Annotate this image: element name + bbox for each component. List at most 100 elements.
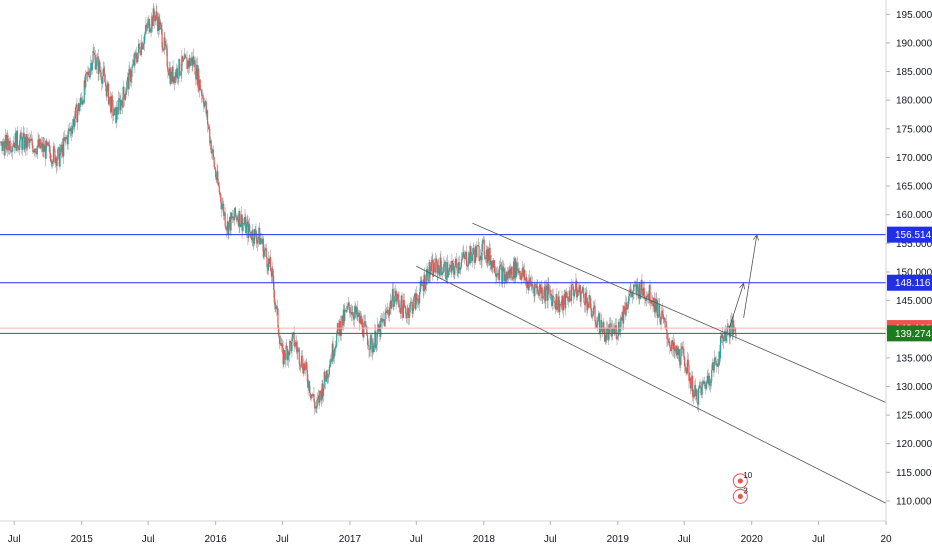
candle — [561, 290, 563, 312]
candle-body — [8, 140, 11, 150]
candle — [157, 12, 159, 39]
candle-body — [219, 192, 221, 194]
price-axis[interactable]: 110.000115.000120.000125.000130.000135.0… — [886, 10, 932, 508]
candle — [240, 206, 242, 227]
candle — [314, 402, 317, 413]
candle — [284, 349, 286, 364]
candle-body — [28, 139, 30, 143]
candle-body — [361, 319, 363, 334]
candle-body — [206, 110, 208, 114]
candle — [624, 307, 626, 317]
candle — [264, 244, 267, 258]
candle — [11, 142, 13, 157]
candle-body — [167, 67, 169, 73]
price-level-badge[interactable]: 148.116 — [887, 274, 932, 291]
candle — [236, 212, 238, 225]
candle-body — [409, 303, 411, 313]
candle-body — [562, 295, 564, 311]
candle-body — [453, 270, 455, 275]
candle — [472, 242, 474, 263]
candle-body — [201, 95, 204, 97]
candle-body — [623, 306, 625, 313]
candle — [58, 143, 60, 168]
candle — [588, 295, 590, 309]
candle — [523, 264, 525, 278]
candle-body — [115, 107, 118, 123]
candle-body — [341, 315, 344, 326]
candle — [366, 324, 368, 336]
candle-body — [691, 375, 693, 384]
candle — [350, 304, 352, 317]
event-marker[interactable]: 10 — [732, 471, 753, 489]
candle-body — [138, 43, 140, 47]
candle-body — [289, 340, 292, 343]
candle-body — [631, 292, 634, 297]
event-marker[interactable]: 3 — [732, 486, 748, 504]
candle — [209, 123, 211, 147]
candle — [485, 257, 487, 263]
candle — [512, 277, 514, 281]
candle-body — [312, 394, 314, 397]
candle-body — [66, 137, 68, 139]
trend-line[interactable] — [472, 222, 887, 403]
candle — [665, 314, 667, 332]
candle — [655, 293, 657, 314]
candle-body — [393, 304, 395, 307]
candle-body — [679, 362, 681, 365]
candle — [341, 315, 343, 337]
candle-body — [63, 137, 66, 141]
candle — [631, 292, 633, 299]
candle-body — [394, 290, 397, 296]
candle-body — [333, 356, 335, 359]
candle-body — [454, 258, 457, 267]
candle — [13, 135, 15, 147]
candle-body — [397, 294, 399, 299]
candle-body — [594, 305, 596, 322]
candle-body — [408, 308, 410, 318]
candle — [238, 208, 240, 234]
price-level-badge[interactable]: 156.514 — [887, 226, 932, 243]
price-level-badge[interactable]: 139.274 — [887, 325, 932, 342]
time-tick-label: Jul — [410, 534, 423, 545]
candle-body — [670, 347, 672, 352]
time-axis[interactable]: 2014Jul2015Jul2016Jul2017Jul2018Jul2019J… — [0, 521, 892, 545]
trend-line[interactable] — [416, 265, 887, 504]
candle-body — [714, 357, 716, 365]
candle-body — [675, 345, 678, 356]
candle — [463, 244, 465, 259]
candle — [686, 351, 689, 376]
candle-body — [179, 59, 181, 75]
candle — [276, 299, 278, 315]
candle — [329, 361, 331, 368]
candle — [51, 159, 53, 169]
candle — [704, 380, 706, 389]
candle-body — [485, 257, 487, 260]
candle — [470, 245, 472, 263]
candle — [675, 345, 678, 358]
candle — [590, 303, 592, 319]
candle-body — [281, 343, 284, 348]
candle — [612, 320, 614, 341]
projection-arrow[interactable] — [728, 282, 745, 329]
candle-body — [322, 383, 324, 397]
candle-body — [571, 284, 573, 285]
candle-body — [154, 15, 157, 22]
candle-body — [664, 321, 667, 322]
candle — [341, 315, 344, 328]
candle — [132, 53, 135, 66]
candle — [11, 144, 13, 160]
candle-body — [686, 372, 688, 374]
candle — [478, 242, 480, 262]
candle-body — [288, 351, 290, 355]
candle-body — [534, 284, 536, 297]
candle — [670, 340, 672, 354]
candle — [24, 134, 27, 156]
candle — [161, 22, 163, 54]
candle — [173, 76, 175, 84]
price-tick-label: 195.000 — [896, 10, 932, 21]
candle — [576, 278, 578, 301]
projection-arrow[interactable] — [743, 233, 759, 318]
candle-body — [31, 138, 33, 146]
candle — [37, 131, 39, 150]
